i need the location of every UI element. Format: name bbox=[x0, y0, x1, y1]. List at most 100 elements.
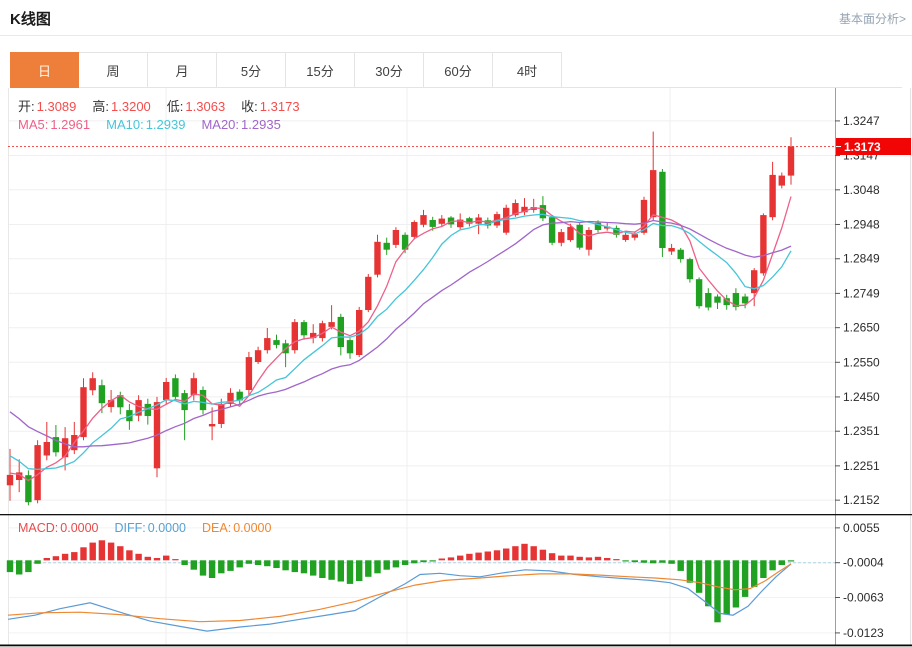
macd-histogram-bar bbox=[199, 560, 207, 576]
tab-30min[interactable]: 30分 bbox=[355, 52, 424, 88]
macd-histogram-bar bbox=[383, 560, 390, 570]
macd-histogram-bar bbox=[548, 553, 556, 561]
macd-histogram-bar bbox=[787, 560, 795, 562]
candle-body bbox=[521, 206, 528, 213]
macd-histogram-bar bbox=[34, 560, 41, 564]
macd-histogram-bar bbox=[741, 560, 749, 597]
candle-body bbox=[356, 310, 363, 355]
ma10-line bbox=[9, 213, 792, 471]
candle-body bbox=[163, 382, 170, 400]
candle-body bbox=[613, 227, 620, 235]
candle-body bbox=[411, 222, 418, 237]
macd-histogram-bar bbox=[254, 560, 262, 565]
macd-histogram-bar bbox=[466, 553, 473, 561]
macd-histogram-bar bbox=[677, 560, 684, 571]
current-price-tag bbox=[836, 138, 911, 155]
macd-histogram-bar bbox=[61, 553, 69, 561]
price-axis-label: 1.2152 bbox=[843, 493, 880, 507]
macd-histogram-bar bbox=[457, 555, 464, 561]
macd-histogram-bar bbox=[392, 560, 400, 568]
macd-axis-label: -0.0004 bbox=[843, 556, 884, 570]
tab-day[interactable]: 日 bbox=[10, 52, 79, 88]
price-axis-label: 1.2450 bbox=[843, 390, 880, 404]
macd-histogram-bar bbox=[89, 542, 96, 561]
legend-item: DEA: 0.0000 bbox=[202, 521, 272, 535]
candle-body bbox=[310, 332, 317, 339]
candle-body bbox=[622, 234, 629, 240]
macd-histogram-bar bbox=[512, 546, 519, 561]
macd-histogram-bar bbox=[181, 560, 188, 565]
candle-body bbox=[695, 279, 703, 307]
tab-5min[interactable]: 5分 bbox=[217, 52, 286, 88]
macd-histogram-bar bbox=[98, 540, 106, 561]
macd-histogram-bar bbox=[374, 560, 381, 574]
candle-body bbox=[760, 215, 767, 274]
legend-item: MACD: 0.0000 bbox=[18, 521, 99, 535]
ma5-line bbox=[9, 196, 792, 482]
macd-histogram-bar bbox=[135, 553, 142, 561]
candle-body bbox=[199, 390, 207, 411]
candle-body bbox=[52, 437, 60, 453]
macd-histogram-bar bbox=[622, 560, 629, 562]
candle-body bbox=[732, 293, 740, 307]
candle-body bbox=[374, 241, 381, 275]
candle-body bbox=[631, 234, 638, 238]
macd-histogram-bar bbox=[43, 558, 50, 561]
macd-histogram-bar bbox=[484, 551, 491, 561]
pane-separator bbox=[0, 514, 912, 516]
ohlc-legend: 开: 1.3089 高: 1.3200 低: 1.3063 收: 1.3173 bbox=[18, 96, 300, 115]
candle-body bbox=[254, 350, 262, 362]
tab-week[interactable]: 周 bbox=[79, 52, 148, 88]
candle-body bbox=[89, 378, 96, 391]
candle-body bbox=[144, 403, 151, 416]
candle-body bbox=[778, 175, 785, 186]
macd-histogram-bar bbox=[631, 560, 638, 563]
candle-body bbox=[585, 230, 593, 250]
candle-body bbox=[190, 378, 197, 396]
macd-histogram-bar bbox=[576, 556, 583, 561]
macd-histogram-bar bbox=[521, 543, 528, 561]
candle-body bbox=[539, 205, 547, 219]
price-axis-label: 1.3048 bbox=[843, 183, 880, 197]
macd-histogram-bar bbox=[71, 552, 78, 561]
candle-body bbox=[686, 259, 694, 280]
candle-body bbox=[677, 249, 684, 260]
candle-body bbox=[604, 226, 611, 229]
macd-histogram-bar bbox=[144, 556, 151, 561]
legend-item: 高: 1.3200 bbox=[92, 99, 151, 114]
macd-histogram-bar bbox=[613, 559, 620, 561]
candle-body bbox=[787, 146, 795, 176]
macd-histogram-bar bbox=[153, 558, 161, 561]
candle-body bbox=[43, 442, 50, 456]
tab-60min[interactable]: 60分 bbox=[424, 52, 493, 88]
legend-item: MA20: 1.2935 bbox=[201, 117, 281, 132]
candle-body bbox=[438, 218, 445, 224]
tab-month[interactable]: 月 bbox=[148, 52, 217, 88]
macd-histogram-bar bbox=[567, 555, 574, 561]
tab-15min[interactable]: 15分 bbox=[286, 52, 355, 88]
macd-histogram-bar bbox=[227, 560, 234, 571]
macd-histogram-bar bbox=[778, 560, 785, 565]
candle-body bbox=[723, 298, 730, 306]
candle-body bbox=[429, 220, 436, 227]
fundamental-analysis-link[interactable]: 基本面分析> bbox=[838, 12, 906, 26]
legend-item: DIFF: 0.0000 bbox=[114, 521, 186, 535]
candle-body bbox=[705, 293, 712, 308]
candle-body bbox=[6, 474, 14, 486]
header-divider bbox=[0, 35, 912, 36]
macd-histogram-bar bbox=[328, 560, 335, 580]
candle-body bbox=[328, 322, 335, 327]
dea-line bbox=[7, 563, 792, 623]
tab-bar: 日周月 5分 15分 30分 60分 4时 bbox=[10, 52, 902, 88]
tab-4hour[interactable]: 4时 bbox=[493, 52, 562, 88]
macd-histogram-bar bbox=[493, 550, 501, 561]
macd-histogram-bar bbox=[420, 560, 427, 563]
candle-body bbox=[512, 203, 519, 216]
price-axis-label: 1.2749 bbox=[843, 286, 880, 300]
macd-axis-label: -0.0123 bbox=[843, 626, 884, 640]
legend-item: MA10: 1.2939 bbox=[106, 117, 186, 132]
legend-item: 收: 1.3173 bbox=[241, 99, 300, 114]
candle-body bbox=[126, 410, 133, 422]
macd-axis-label: -0.0063 bbox=[843, 590, 884, 604]
